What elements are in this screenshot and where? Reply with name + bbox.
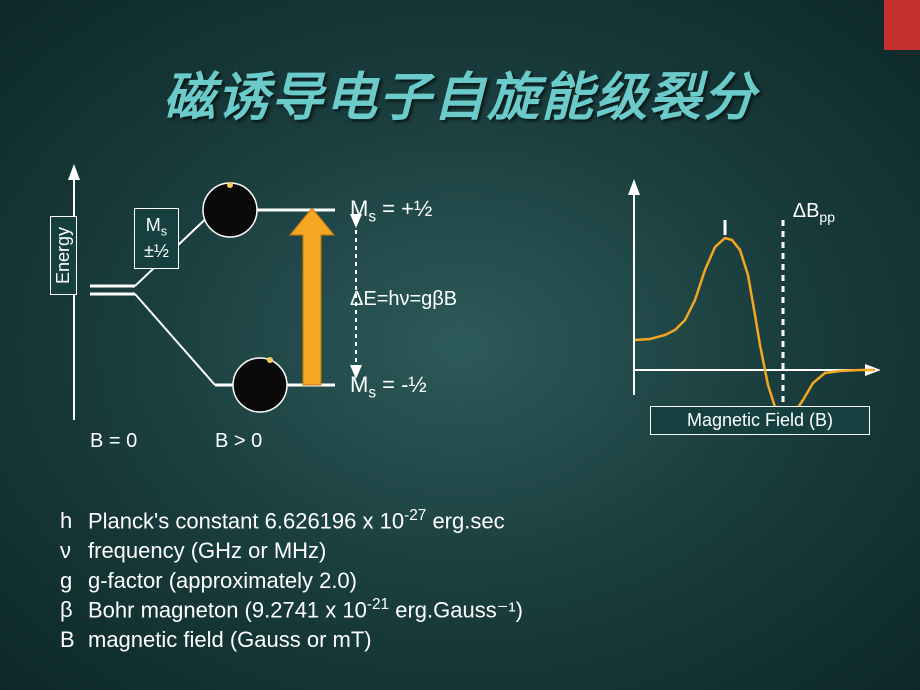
accent-bar [884, 0, 920, 50]
b-zero-label: B = 0 [90, 430, 137, 453]
def-row: ν frequency (GHz or MHz) [60, 536, 523, 566]
def-row: β Bohr magneton (9.2741 x 10-21 erg.Gaus… [60, 595, 523, 625]
slide-title: 磁诱导电子自旋能级裂分 [0, 55, 920, 130]
b-pos-label: B > 0 [215, 430, 262, 453]
delta-e-label: ΔE=hν=gβB [350, 288, 457, 311]
delta-bpp-label: ΔBpp [793, 200, 835, 225]
magnetic-field-label: Magnetic Field (B) [650, 406, 870, 435]
def-row: h Planck's constant 6.626196 x 10-27 erg… [60, 506, 523, 536]
ms-box: Ms ±½ [134, 208, 179, 269]
energy-diagram: Energy Ms ±½ Ms = +½ Ms = -½ ΔE=hν=gβB B… [60, 160, 580, 460]
def-row: B magnetic field (Gauss or mT) [60, 625, 523, 655]
definitions-list: h Planck's constant 6.626196 x 10-27 erg… [60, 506, 523, 655]
ms-upper-label: Ms = +½ [350, 196, 432, 226]
ms-lower-label: Ms = -½ [350, 372, 427, 402]
spectrum-diagram: ΔBpp Magnetic Field (B) [620, 175, 880, 435]
def-row: g g-factor (approximately 2.0) [60, 566, 523, 596]
energy-diagram-svg [60, 160, 580, 460]
spectrum-svg [620, 175, 880, 435]
energy-axis-label: Energy [50, 216, 77, 295]
